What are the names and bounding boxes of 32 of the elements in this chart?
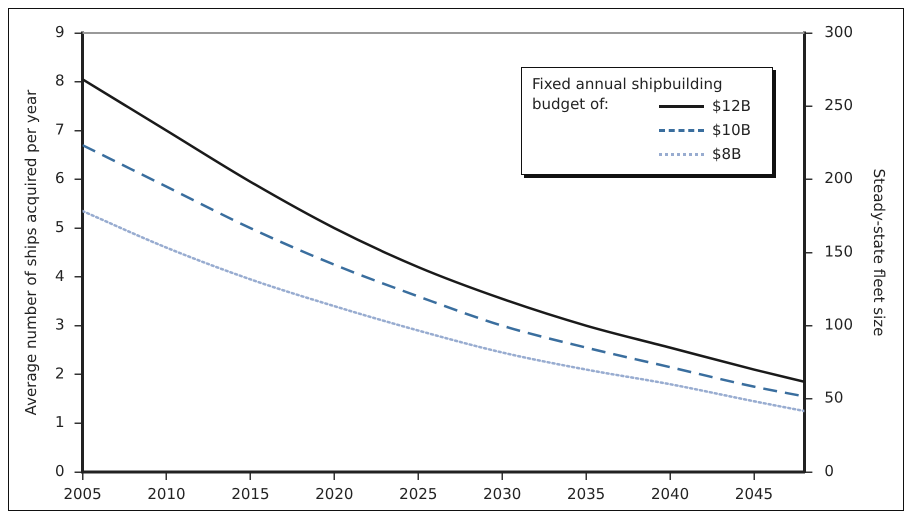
y2-tick-label: 0 xyxy=(824,462,834,480)
y-tick-label: 0 xyxy=(54,462,65,480)
y2-tick-label: 50 xyxy=(824,388,844,407)
y-tick-label: 3 xyxy=(54,316,65,334)
line-series xyxy=(82,210,804,412)
legend-label: $8B xyxy=(712,145,742,163)
y-axis-title: Average number of ships acquired per year xyxy=(22,88,40,416)
y2-tick-label: 100 xyxy=(824,316,854,334)
y-tick-label: 4 xyxy=(54,266,65,285)
legend-label: $12B xyxy=(712,97,752,115)
x-tick-label: 2045 xyxy=(734,484,774,503)
y2-tick-label: 300 xyxy=(824,22,854,41)
y-tick-label: 7 xyxy=(54,120,65,138)
y-tick-label: 1 xyxy=(54,413,65,432)
y2-tick-label: 250 xyxy=(824,96,854,114)
y-tick-label: 9 xyxy=(54,22,65,41)
x-tick-label: 2015 xyxy=(231,484,270,503)
y-tick-label: 8 xyxy=(54,72,65,90)
x-tick-label: 2035 xyxy=(567,484,606,503)
x-tick-label: 2025 xyxy=(399,484,438,503)
x-tick-label: 2010 xyxy=(147,484,186,503)
y-tick-label: 2 xyxy=(54,364,65,382)
y2-tick-label: 200 xyxy=(824,169,854,188)
x-tick-label: 2020 xyxy=(315,484,354,503)
y2-tick-label: 150 xyxy=(824,242,854,260)
x-tick-label: 2005 xyxy=(63,484,102,503)
x-tick-label: 2040 xyxy=(650,484,690,503)
y-tick-label: 5 xyxy=(54,218,65,236)
x-tick-label: 2030 xyxy=(483,484,522,503)
y2-axis-title: Steady-state fleet size xyxy=(870,168,888,336)
legend-label: $10B xyxy=(712,121,752,139)
y-tick-label: 6 xyxy=(54,169,65,188)
